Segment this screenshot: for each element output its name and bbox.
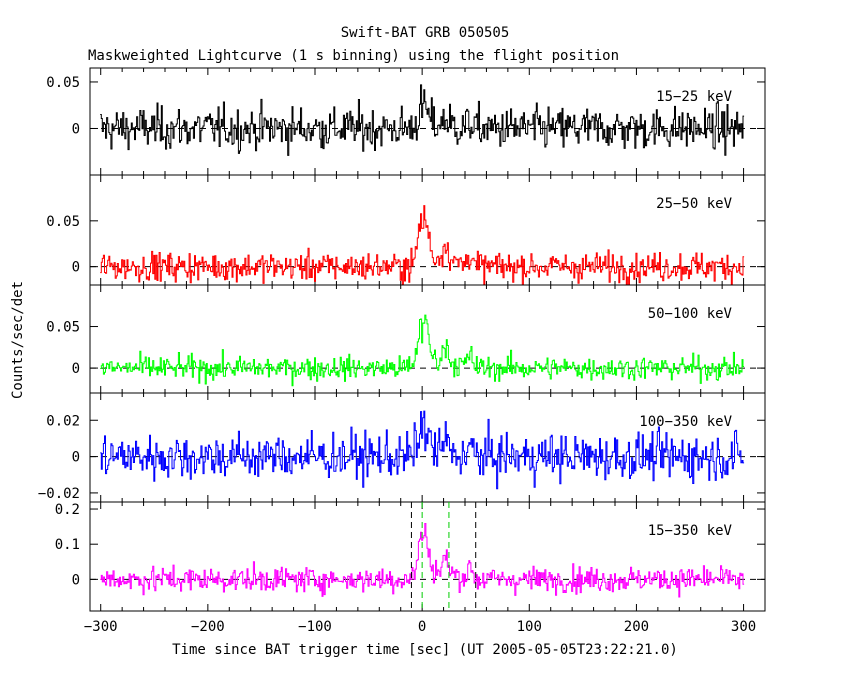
ytick-label: 0.05 xyxy=(46,75,80,91)
series-curve-1 xyxy=(100,205,745,286)
ytick-label: 0.05 xyxy=(46,320,80,336)
ytick-label: 0.02 xyxy=(46,413,80,429)
band-label-0: 15−25 keV xyxy=(656,89,732,105)
x-axis-label: Time since BAT trigger time [sec] (UT 20… xyxy=(172,642,678,658)
panel-frame-2 xyxy=(89,284,766,394)
ytick-label: 0.1 xyxy=(55,537,80,553)
series-curve-4 xyxy=(100,523,745,598)
ytick-label: 0.05 xyxy=(46,214,80,230)
ytick-label: 0 xyxy=(72,121,80,137)
ytick-label: 0 xyxy=(72,450,80,466)
xtick-label: 0 xyxy=(418,619,426,635)
ytick-label: 0 xyxy=(72,361,80,377)
panel-frame-0 xyxy=(89,67,766,176)
xtick-label: 300 xyxy=(731,619,756,635)
xtick-label: 100 xyxy=(517,619,542,635)
xtick-label: −300 xyxy=(84,619,118,635)
band-label-4: 15−350 keV xyxy=(648,523,733,539)
y-axis-label: Counts/sec/det xyxy=(10,281,26,399)
panels-group: 0.05 0 15−25 keV 0.05 0 25−50 keV 0.05 0 50−100 … xyxy=(38,67,766,635)
chart-title: Swift-BAT GRB 050505 xyxy=(341,25,510,41)
xtick-label: −100 xyxy=(298,619,332,635)
band-label-3: 100−350 keV xyxy=(639,414,732,430)
series-curve-2 xyxy=(100,314,745,387)
series-curve-0 xyxy=(100,84,745,156)
series-curve-3 xyxy=(100,410,745,490)
ytick-label: 0.2 xyxy=(55,502,80,518)
xtick-label: 200 xyxy=(624,619,649,635)
panel-frame-4 xyxy=(89,501,766,612)
xtick-label: −200 xyxy=(191,619,225,635)
ytick-label: 0 xyxy=(72,260,80,276)
panel-frame-3 xyxy=(89,392,766,503)
chart-subtitle: Maskweighted Lightcurve (1 s binning) us… xyxy=(88,48,619,64)
ytick-label: 0 xyxy=(72,572,80,588)
band-label-2: 50−100 keV xyxy=(648,306,733,322)
band-label-1: 25−50 keV xyxy=(656,196,732,212)
ytick-label: −0.02 xyxy=(38,486,80,502)
